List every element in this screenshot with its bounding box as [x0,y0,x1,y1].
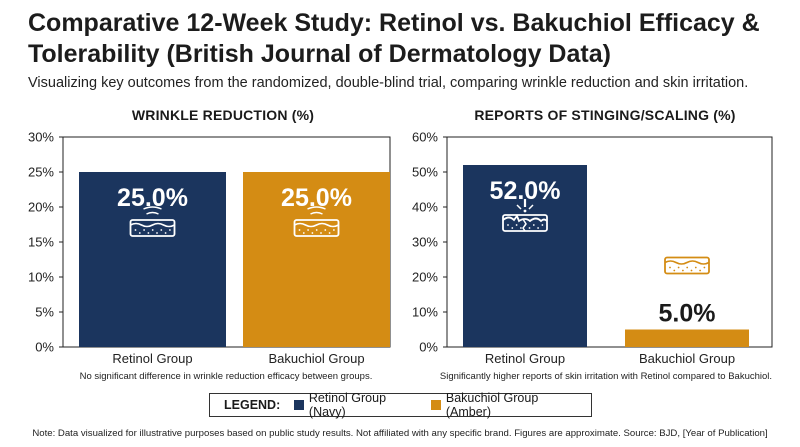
skin-texture-dot [156,232,158,234]
skin-surface [294,222,339,228]
bar-retinol [463,165,587,347]
y-tick-label: 10% [28,270,54,285]
y-tick-label: 25% [28,165,54,180]
legend-label-bakuchiol: Bakuchiol Group (Amber) [445,391,539,419]
smooth-line [143,206,162,210]
panel-title-wrinkle: WRINKLE REDUCTION (%) [131,107,315,123]
bar-retinol [79,172,226,347]
skin-texture-dot [333,229,335,231]
y-tick-label: 0% [419,340,438,355]
y-tick-label: 30% [28,130,54,145]
smooth-line [310,211,323,215]
burst-line [528,204,534,210]
chart-title: Comparative 12-Week Study: Retinol vs. B… [28,9,760,68]
y-tick-label: 20% [28,200,54,215]
x-category-label: Retinol Group [485,351,565,366]
skin-texture-dot [532,224,535,226]
y-tick-label: 15% [28,235,54,250]
skin-texture-dot [315,229,318,231]
bar-bakuchiol [625,329,749,347]
skin-texture-dot [694,266,697,269]
skin-texture-dot [669,266,671,269]
skin-texture-dot [677,266,680,269]
y-tick-label: 50% [412,165,438,180]
skin-texture-dot [703,266,706,269]
skin-texture-dot [537,227,539,229]
skin-texture-dot [307,229,309,231]
skin-texture-dot [682,269,684,272]
x-category-label: Bakuchiol Group [639,351,735,366]
skin-texture-dot [147,232,150,234]
crack-line [522,218,527,232]
y-tick-label: 60% [412,130,438,145]
exclaim-dot [523,209,527,213]
skin-surface [130,222,175,228]
skin-texture-dot [138,232,141,234]
bar-value-label: 25.0% [281,184,352,212]
x-category-label: Bakuchiol Group [268,351,364,366]
skin-texture-dot [515,224,518,226]
skin-texture-dot [151,229,154,231]
skin-texture-dot [699,269,701,272]
y-tick-label: 40% [412,200,438,215]
skin-texture-dot [160,229,163,231]
legend-item-retinol: Retinol Group (Navy) [294,391,422,419]
skin-texture-dot [298,229,301,231]
skin-texture-dot [164,232,167,234]
x-category-label: Retinol Group [112,351,192,366]
skin-texture-dot [507,224,509,226]
smooth-line [307,206,326,210]
skin-block [129,219,176,237]
burst-line [516,204,522,210]
skin-surface [664,260,710,265]
note-wrinkle: No significant difference in wrinkle red… [79,371,373,382]
skin-texture-dot [511,227,514,229]
bar-value-label: 5.0% [659,300,716,328]
skin-texture-dot [311,232,314,234]
skin-surface-cracked [502,214,548,223]
skin-texture-dot [143,229,146,231]
bar-value-label: 25.0% [117,184,188,212]
y-tick-label: 5% [35,305,54,320]
y-tick-label: 30% [412,235,438,250]
legend-item-bakuchiol: Bakuchiol Group (Amber) [431,391,582,419]
skin-texture-dot [528,227,531,229]
legend: LEGEND: Retinol Group (Navy) Bakuchiol G… [209,391,592,419]
legend-title: LEGEND: [224,398,281,412]
skin-texture-dot [328,232,331,234]
skin-texture-dot [169,229,171,231]
skin-texture-dot [324,229,327,231]
legend-swatch-retinol [294,400,304,410]
bar-bakuchiol [243,172,390,347]
skin-texture-dot [320,232,322,234]
skin-texture-dot [520,227,522,229]
skin-texture-dot [524,224,527,226]
skin-texture-dot [302,232,305,234]
skin-block [293,219,340,237]
skin-texture-dot [690,269,693,272]
y-tick-label: 20% [412,270,438,285]
skin-texture-dot [134,229,137,231]
chart-subtitle: Visualizing key outcomes from the random… [28,75,749,91]
footer-note: Note: Data visualized for illustrative p… [32,428,768,439]
skin-block [664,256,710,275]
panel-title-irritation: REPORTS OF STINGING/SCALING (%) [474,107,736,123]
y-tick-label: 10% [412,305,438,320]
legend-swatch-bakuchiol [431,400,441,410]
note-irritation: Significantly higher reports of skin irr… [439,371,773,382]
legend-label-retinol: Retinol Group (Navy) [308,391,387,419]
skin-texture-dot [541,224,544,226]
y-tick-label: 0% [35,340,54,355]
smooth-line [146,211,159,215]
skin-texture-dot [673,269,676,272]
chart-panel-0: 0% 5% 10% 15% 20% 25% 30% Retinol Group 25.0% Bak… [28,130,391,366]
skin-texture-dot [686,266,689,269]
chart-panel-1: 0%10%20%30%40%50%60%Retinol Group52.0%Ba… [412,130,773,366]
